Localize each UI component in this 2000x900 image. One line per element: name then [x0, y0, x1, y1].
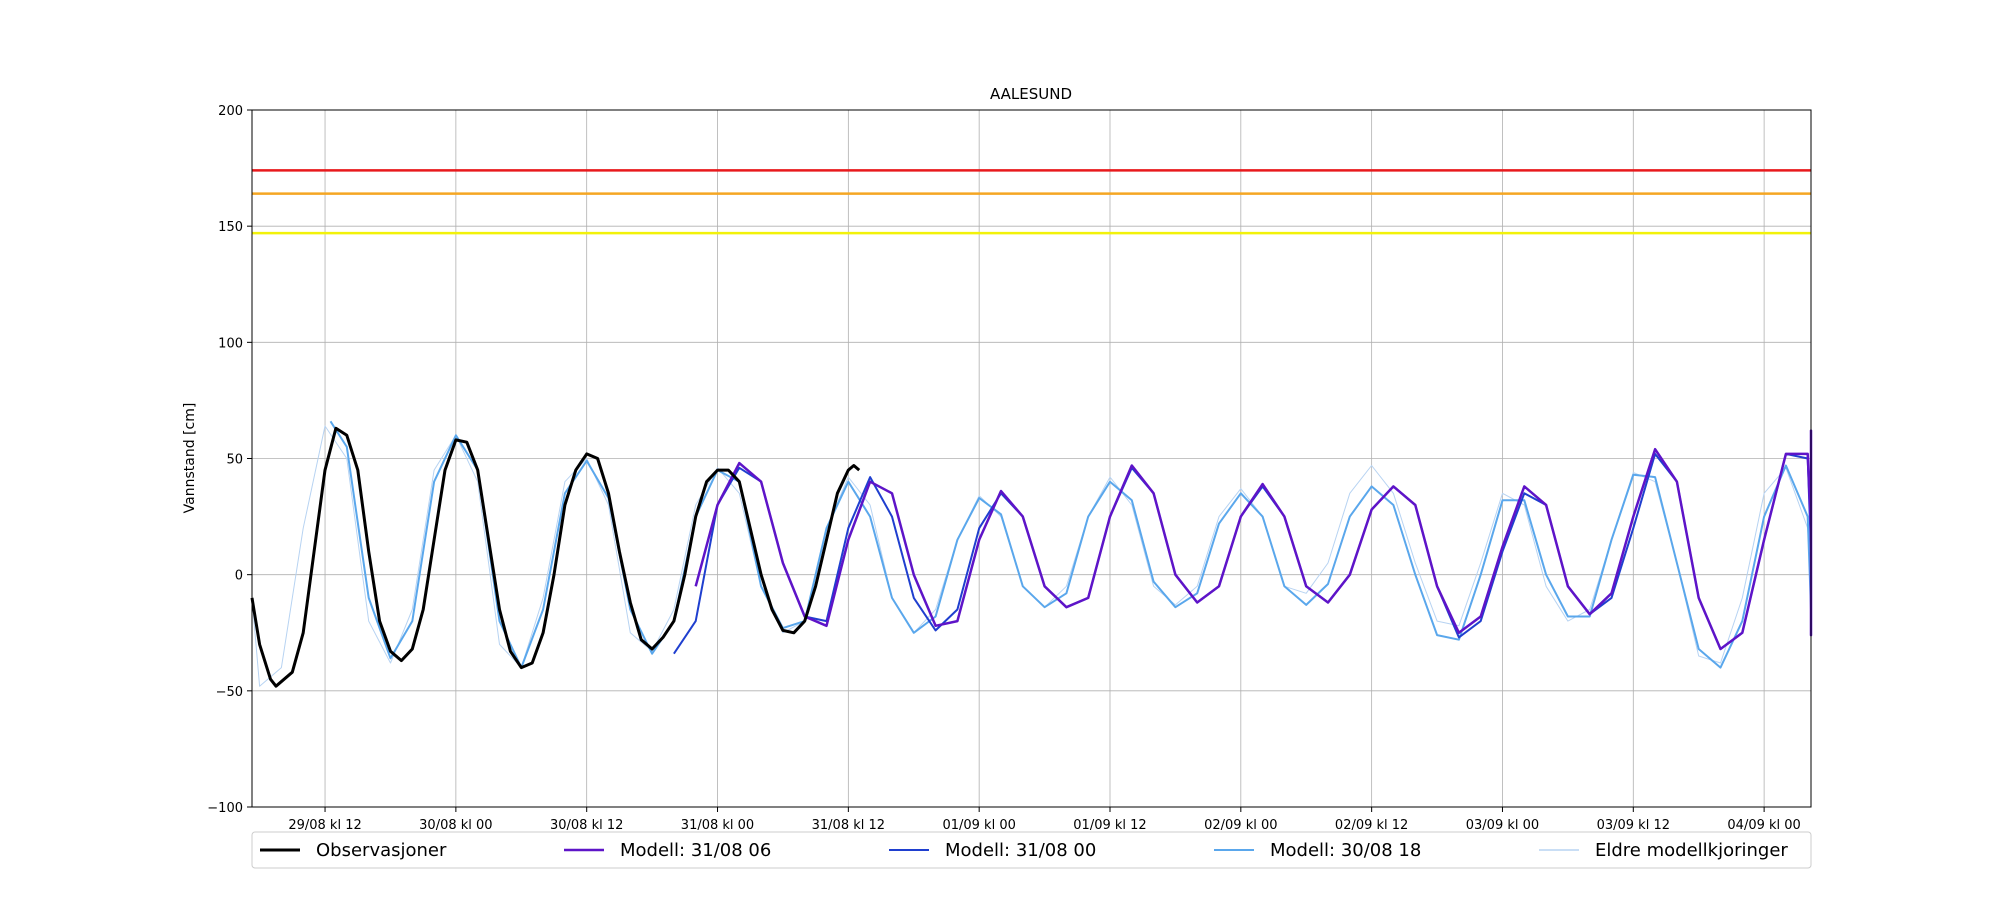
x-tick-label: 02/09 kl 00	[1204, 818, 1277, 833]
x-tick-label: 31/08 kl 12	[812, 818, 885, 833]
x-tick-label: 03/09 kl 12	[1597, 818, 1670, 833]
x-tick-label: 30/08 kl 00	[419, 818, 492, 833]
legend-box	[251, 831, 1812, 869]
y-tick-label: −50	[216, 685, 243, 700]
legend-label: Eldre modellkjoringer	[1595, 840, 1788, 861]
x-tick-label: 31/08 kl 00	[681, 818, 754, 833]
series-line	[250, 426, 861, 688]
y-tick-label: 100	[218, 336, 243, 351]
x-tick-label: 29/08 kl 12	[288, 818, 361, 833]
x-tick-label: 01/09 kl 12	[1073, 818, 1146, 833]
x-tick-label: 04/09 kl 00	[1727, 818, 1800, 833]
x-tick-label: 02/09 kl 12	[1335, 818, 1408, 833]
series-line	[694, 429, 1813, 651]
y-tick-label: 200	[218, 104, 243, 119]
series-layer	[250, 420, 1813, 688]
threshold-lines	[252, 169, 1811, 235]
legend-label: Modell: 31/08 06	[620, 840, 771, 861]
tick-layer: −100 −50 0 50 100 150 200 29/08 kl 12 30/08 kl 0…	[207, 104, 1801, 833]
x-tick-label: 01/09 kl 00	[942, 818, 1015, 833]
y-tick-label: 150	[218, 220, 243, 235]
series-line	[251, 425, 1812, 687]
legend: Observasjoner Modell: 31/08 06 Modell: 31/…	[251, 831, 1812, 869]
legend-label: Modell: 30/08 18	[1270, 840, 1421, 861]
x-tick-label: 30/08 kl 12	[550, 818, 623, 833]
y-tick-label: 0	[235, 569, 243, 584]
series-line	[329, 420, 1812, 669]
grid-layer	[252, 109, 1811, 808]
y-tick-label: 50	[226, 453, 243, 468]
y-tick-label: −100	[207, 801, 243, 816]
legend-label: Modell: 31/08 00	[945, 840, 1096, 861]
chart-title: AALESUND	[990, 85, 1072, 103]
y-axis-label: Vannstand [cm]	[182, 403, 198, 514]
legend-label: Observasjoner	[316, 840, 447, 861]
x-tick-label: 03/09 kl 00	[1466, 818, 1539, 833]
